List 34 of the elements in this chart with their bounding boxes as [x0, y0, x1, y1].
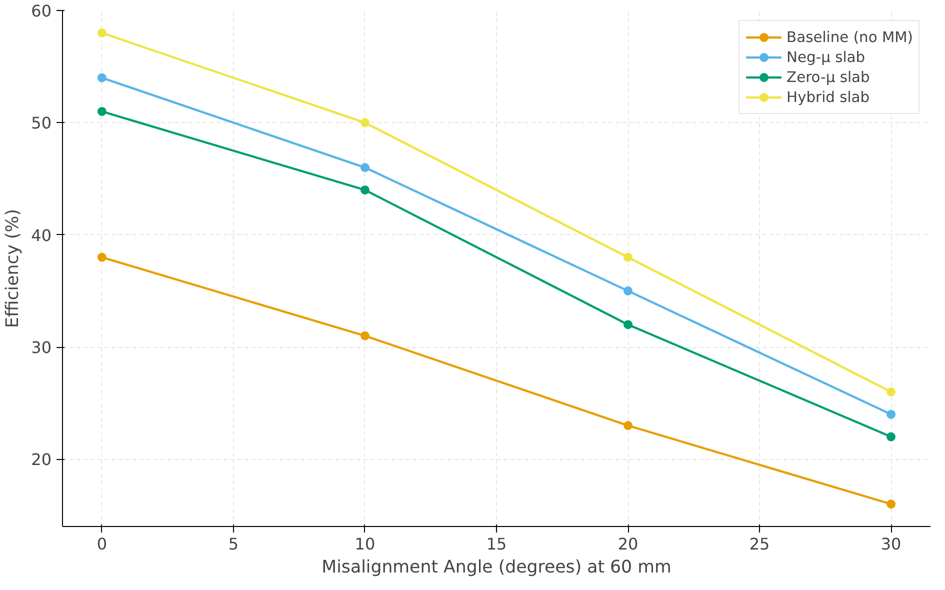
x-tick-label: 5 [228, 534, 239, 554]
y-tick-label: 40 [31, 226, 52, 245]
x-tick-label: 20 [618, 534, 638, 554]
point [624, 320, 633, 330]
point [886, 387, 896, 396]
x-tick-label: 15 [486, 534, 507, 554]
point [360, 331, 370, 340]
legend-label: Hybrid slab [786, 88, 870, 106]
point [624, 252, 633, 262]
y-tick-label: 60 [31, 2, 52, 20]
point [360, 163, 370, 172]
point [97, 252, 106, 262]
x-tick-label: 0 [96, 534, 108, 554]
point [360, 118, 370, 128]
x-axis-title: Misalignment Angle (degrees) at 60 mm [322, 558, 672, 578]
x-tick-label: 10 [354, 534, 376, 554]
point [97, 106, 106, 116]
x-tick-label: 25 [749, 534, 770, 554]
legend-label: Zero-μ slab [786, 68, 870, 86]
point [97, 73, 106, 82]
point [97, 28, 106, 38]
y-tick-label: 30 [31, 338, 52, 358]
point [360, 185, 370, 194]
legend-label: Baseline (no MM) [786, 28, 913, 46]
legend-label: Neg-μ slab [786, 48, 866, 66]
point [886, 500, 896, 509]
point [624, 286, 633, 296]
y-tick-label: 50 [31, 114, 52, 133]
point [624, 421, 633, 430]
point [886, 432, 896, 442]
point [886, 410, 896, 419]
y-axis-title: Efficiency (%) [3, 209, 24, 328]
x-tick-label: 30 [880, 534, 902, 554]
y-tick-label: 20 [31, 450, 52, 470]
